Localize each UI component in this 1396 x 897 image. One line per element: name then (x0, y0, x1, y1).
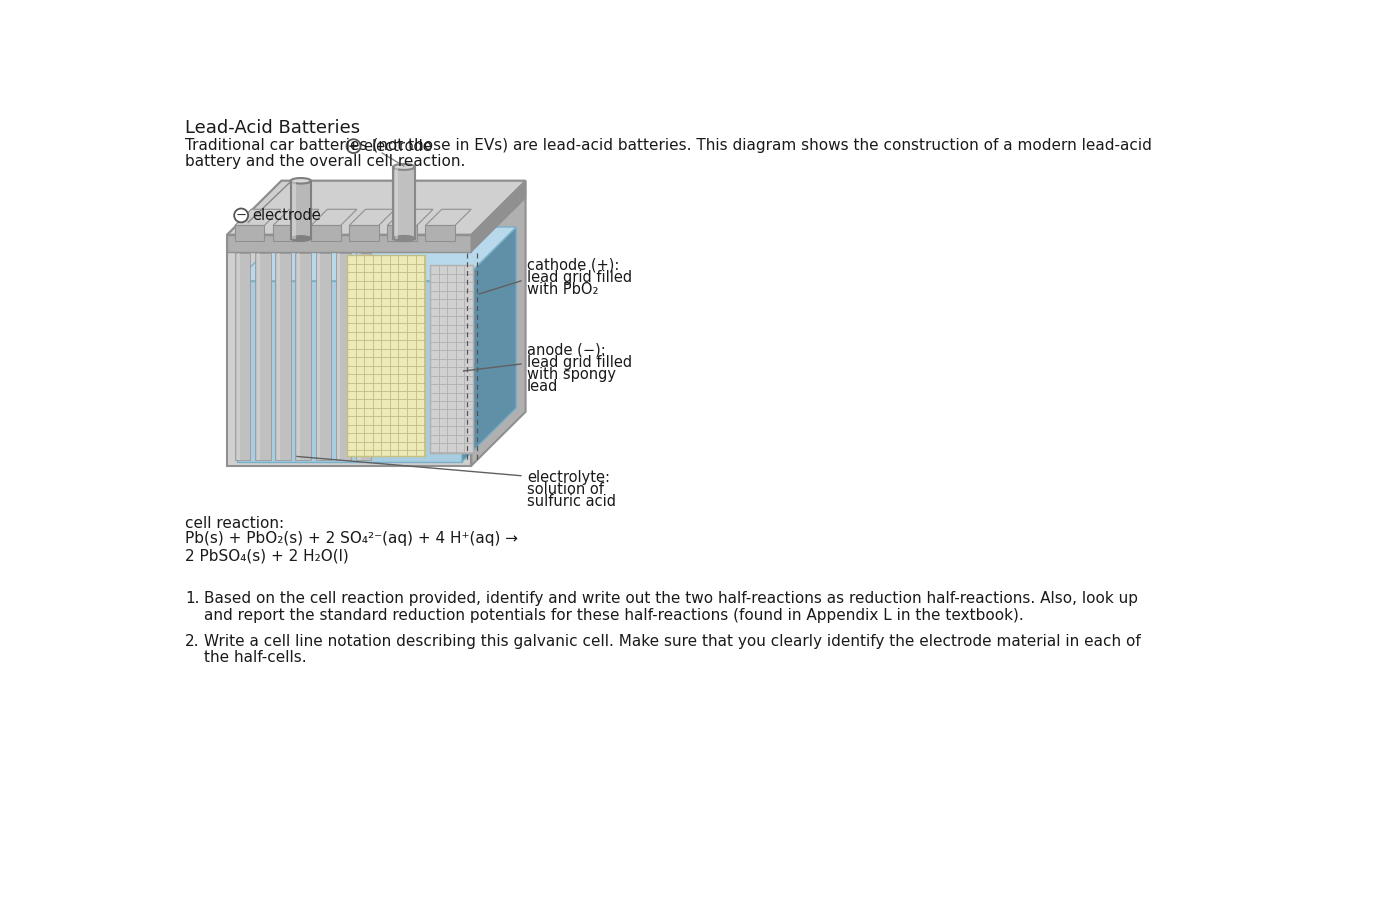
Bar (426, 225, 455, 241)
Polygon shape (274, 209, 318, 225)
Text: Lead-Acid Batteries: Lead-Acid Batteries (186, 119, 360, 137)
Bar (255, 253, 271, 459)
Bar (335, 253, 352, 459)
Polygon shape (387, 209, 433, 225)
Bar (338, 253, 341, 459)
Text: the half-cells.: the half-cells. (204, 650, 307, 666)
Bar (275, 253, 290, 459)
Ellipse shape (394, 236, 415, 241)
Text: lead grid filled: lead grid filled (528, 270, 632, 285)
Text: +: + (348, 140, 359, 152)
Bar (276, 253, 281, 459)
Text: lead: lead (528, 379, 558, 395)
Ellipse shape (290, 236, 311, 241)
Ellipse shape (394, 164, 415, 170)
Bar (236, 253, 240, 459)
Bar (395, 167, 398, 239)
Polygon shape (228, 181, 525, 235)
Polygon shape (426, 209, 472, 225)
Bar (228, 235, 472, 466)
Bar (311, 225, 341, 241)
Text: electrode: electrode (363, 139, 433, 153)
Bar (356, 253, 371, 459)
Text: 1.: 1. (186, 591, 200, 606)
Circle shape (346, 139, 360, 153)
Bar (235, 225, 264, 241)
Text: with spongy: with spongy (528, 367, 616, 382)
Bar (430, 266, 473, 453)
Ellipse shape (290, 178, 311, 184)
Bar (257, 253, 260, 459)
Polygon shape (472, 181, 525, 466)
Bar (349, 225, 378, 241)
Text: cathode (+):: cathode (+): (528, 257, 620, 273)
Polygon shape (228, 181, 525, 235)
Bar (348, 256, 424, 456)
Text: electrode: electrode (253, 208, 321, 223)
Bar (317, 253, 320, 459)
Polygon shape (236, 227, 517, 281)
Polygon shape (472, 181, 525, 252)
Text: with PbO₂: with PbO₂ (528, 283, 599, 298)
Bar (357, 253, 360, 459)
Text: −: − (236, 209, 247, 222)
Bar (315, 253, 331, 459)
Text: Write a cell line notation describing this galvanic cell. Make sure that you cle: Write a cell line notation describing th… (204, 633, 1141, 649)
Bar (297, 253, 300, 459)
Text: lead grid filled: lead grid filled (528, 355, 632, 370)
Polygon shape (462, 227, 517, 462)
Bar (235, 253, 250, 459)
Text: electrolyte:: electrolyte: (528, 469, 610, 484)
Text: sulfuric acid: sulfuric acid (528, 494, 616, 509)
Polygon shape (349, 209, 395, 225)
Bar (394, 167, 415, 239)
Bar (387, 225, 417, 241)
Text: Traditional car batteries (not those in EVs) are lead-acid batteries. This diagr: Traditional car batteries (not those in … (186, 138, 1152, 153)
Text: 2.: 2. (186, 633, 200, 649)
Text: cell reaction:: cell reaction: (186, 516, 285, 531)
Text: battery and the overall cell reaction.: battery and the overall cell reaction. (186, 154, 466, 169)
Text: anode (−):: anode (−): (528, 343, 606, 358)
Text: 2 PbSO₄(s) + 2 H₂O(l): 2 PbSO₄(s) + 2 H₂O(l) (186, 548, 349, 563)
Bar (228, 235, 472, 252)
Polygon shape (311, 209, 357, 225)
Bar (296, 253, 311, 459)
Bar (274, 225, 303, 241)
Bar (292, 181, 296, 239)
Circle shape (235, 208, 248, 222)
Polygon shape (235, 209, 281, 225)
Text: Based on the cell reaction provided, identify and write out the two half-reactio: Based on the cell reaction provided, ide… (204, 591, 1138, 606)
Bar (236, 281, 462, 462)
Text: Pb(s) + PbO₂(s) + 2 SO₄²⁻(aq) + 4 H⁺(aq) →: Pb(s) + PbO₂(s) + 2 SO₄²⁻(aq) + 4 H⁺(aq)… (186, 531, 518, 546)
Text: and report the standard reduction potentials for these half-reactions (found in : and report the standard reduction potent… (204, 608, 1023, 623)
Text: solution of: solution of (528, 482, 604, 497)
Bar (290, 181, 311, 239)
